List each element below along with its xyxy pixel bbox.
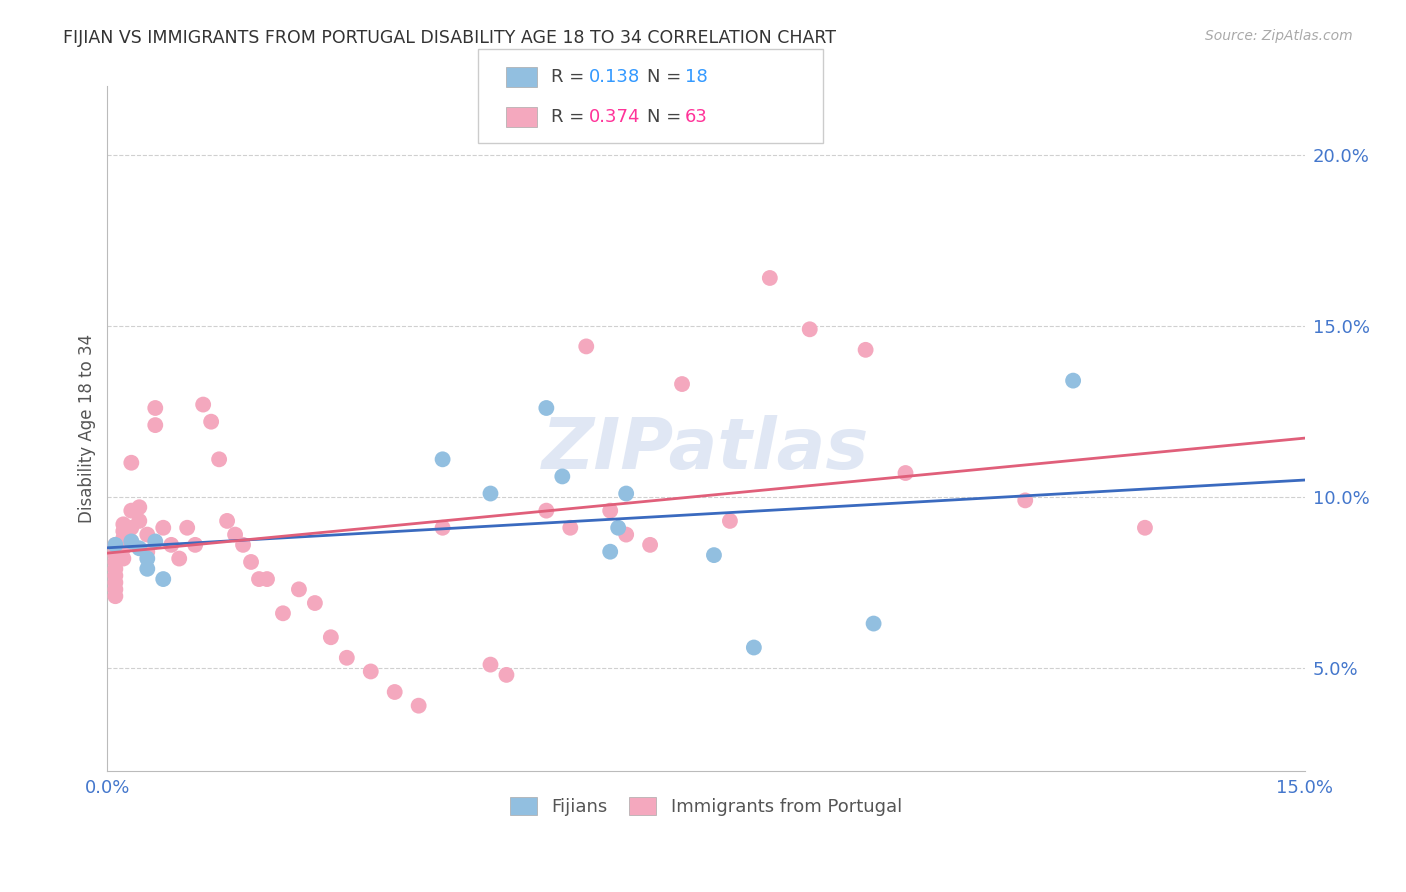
Point [104, 589, 127, 603]
Point [104, 548, 127, 562]
Text: 18: 18 [685, 69, 707, 87]
Point [120, 503, 142, 517]
Point [143, 534, 166, 549]
Point [128, 514, 150, 528]
Point [104, 538, 127, 552]
Point [240, 555, 263, 569]
Point [112, 517, 135, 532]
Point [551, 469, 574, 483]
Text: 63: 63 [685, 108, 707, 126]
Point [120, 534, 142, 549]
Point [256, 572, 278, 586]
Point [1133, 521, 1156, 535]
Point [200, 415, 222, 429]
Text: ZIPatlas: ZIPatlas [543, 415, 870, 483]
Point [1014, 493, 1036, 508]
Point [614, 486, 637, 500]
Point [638, 538, 661, 552]
Point [742, 640, 765, 655]
Point [599, 545, 621, 559]
Point [136, 551, 159, 566]
Point [128, 541, 150, 556]
Point [599, 503, 621, 517]
Point [799, 322, 821, 336]
Point [104, 568, 127, 582]
Point [167, 551, 190, 566]
Point [104, 555, 127, 569]
Point [176, 521, 198, 535]
Point [232, 538, 254, 552]
Point [271, 607, 294, 621]
Point [136, 527, 159, 541]
Point [112, 524, 135, 538]
Point [560, 521, 582, 535]
Point [495, 668, 517, 682]
Point [288, 582, 311, 597]
Point [112, 541, 135, 556]
Text: R =: R = [551, 69, 591, 87]
Text: N =: N = [647, 69, 686, 87]
Point [128, 500, 150, 515]
Point [614, 527, 637, 541]
Point [408, 698, 430, 713]
Point [112, 551, 135, 566]
Text: Source: ZipAtlas.com: Source: ZipAtlas.com [1205, 29, 1353, 43]
Point [607, 521, 630, 535]
Point [479, 486, 502, 500]
Point [104, 562, 127, 576]
Text: 0.138: 0.138 [589, 69, 640, 87]
Point [143, 401, 166, 415]
Point [217, 514, 239, 528]
Point [152, 572, 174, 586]
Point [336, 650, 359, 665]
Point [191, 398, 214, 412]
Point [1062, 374, 1084, 388]
Point [384, 685, 406, 699]
Point [120, 456, 142, 470]
Point [536, 401, 558, 415]
Point [479, 657, 502, 672]
Text: FIJIAN VS IMMIGRANTS FROM PORTUGAL DISABILITY AGE 18 TO 34 CORRELATION CHART: FIJIAN VS IMMIGRANTS FROM PORTUGAL DISAB… [63, 29, 837, 46]
Text: 0.374: 0.374 [589, 108, 641, 126]
Point [862, 616, 884, 631]
Point [104, 541, 127, 556]
Point [120, 534, 142, 549]
Point [104, 575, 127, 590]
Point [304, 596, 326, 610]
Point [432, 452, 454, 467]
Point [143, 418, 166, 433]
Point [855, 343, 877, 357]
Point [703, 548, 725, 562]
Point [160, 538, 183, 552]
Point [536, 503, 558, 517]
Point [224, 527, 246, 541]
Point [112, 531, 135, 545]
Point [360, 665, 382, 679]
Text: R =: R = [551, 108, 591, 126]
Text: N =: N = [647, 108, 686, 126]
Point [759, 271, 782, 285]
Y-axis label: Disability Age 18 to 34: Disability Age 18 to 34 [79, 334, 96, 523]
Point [432, 521, 454, 535]
Point [136, 562, 159, 576]
Point [247, 572, 270, 586]
Point [894, 466, 917, 480]
Point [104, 538, 127, 552]
Point [319, 630, 342, 644]
Point [152, 521, 174, 535]
Legend: Fijians, Immigrants from Portugal: Fijians, Immigrants from Portugal [503, 790, 910, 823]
Point [120, 521, 142, 535]
Point [575, 339, 598, 353]
Point [208, 452, 231, 467]
Point [104, 582, 127, 597]
Point [718, 514, 741, 528]
Point [136, 545, 159, 559]
Point [184, 538, 207, 552]
Point [671, 377, 693, 392]
